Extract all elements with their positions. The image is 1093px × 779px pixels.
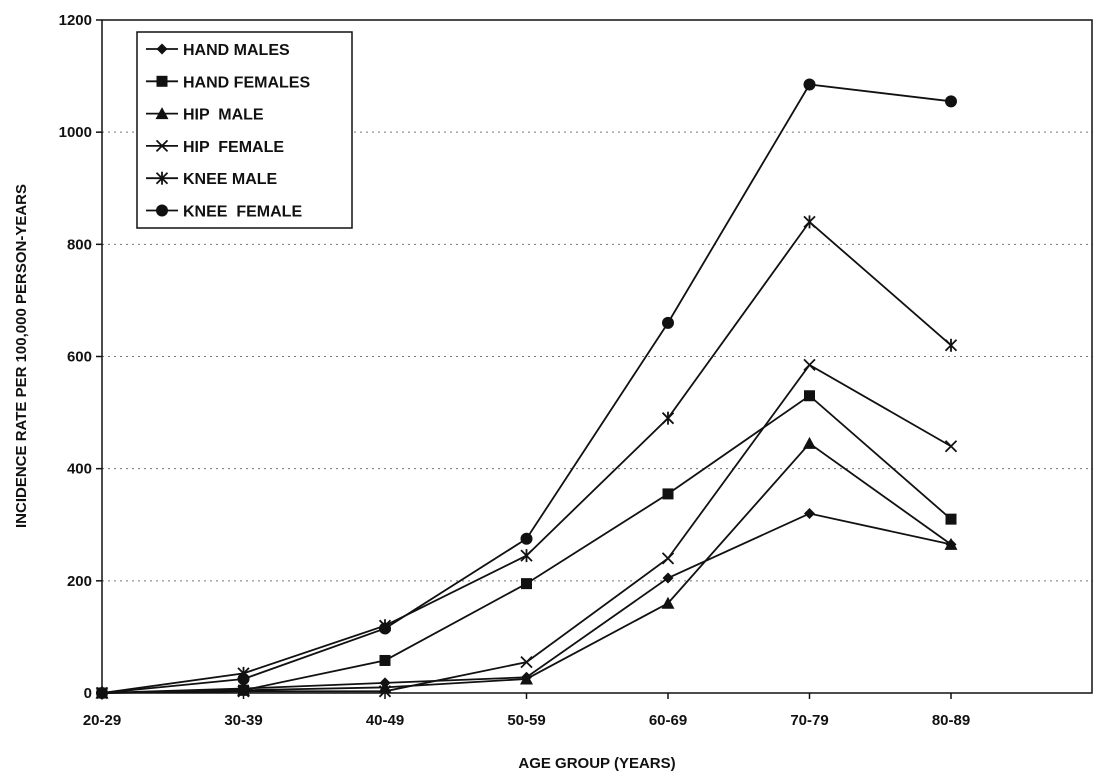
data-point bbox=[803, 436, 816, 449]
x-tick-label: 50-59 bbox=[507, 712, 545, 729]
legend-box bbox=[136, 31, 353, 229]
legend-marker bbox=[156, 43, 168, 55]
axes: 0 200 400 600 800 1000 1200 20-29 30-39 40-49 50-5… bbox=[59, 12, 971, 729]
data-point bbox=[945, 513, 957, 525]
data-point bbox=[944, 338, 958, 352]
legend-item: HIP FEMALE bbox=[146, 139, 284, 156]
legend-item: KNEE FEMALE bbox=[146, 204, 302, 221]
series-line bbox=[101, 220, 952, 694]
data-point bbox=[96, 687, 108, 699]
data-point bbox=[804, 508, 815, 520]
y-tick-label: 600 bbox=[67, 349, 92, 366]
data-point bbox=[379, 654, 391, 666]
legend-item: HAND FEMALES bbox=[146, 74, 310, 91]
data-point bbox=[803, 358, 816, 372]
x-tick-label: 70-79 bbox=[790, 712, 828, 729]
series-5 bbox=[96, 78, 957, 699]
series-line bbox=[101, 442, 952, 694]
legend-marker bbox=[156, 75, 168, 87]
legend-marker bbox=[156, 204, 168, 217]
data-point bbox=[662, 488, 674, 500]
data-point bbox=[237, 685, 250, 698]
legend: HAND MALES HAND FEMALES HIP MALE HIP FEMALE… bbox=[136, 31, 353, 229]
legend-label: HIP MALE bbox=[183, 107, 264, 124]
data-point bbox=[661, 552, 675, 565]
x-axis-title: AGE GROUP (YEARS) bbox=[518, 755, 675, 772]
y-tick-label: 1200 bbox=[59, 12, 92, 29]
legend-item: KNEE MALE bbox=[146, 171, 278, 188]
series-line bbox=[101, 363, 952, 694]
y-axis-title: INCIDENCE RATE PER 100,000 PERSON-YEARS bbox=[13, 184, 30, 528]
legend-label: KNEE FEMALE bbox=[183, 204, 302, 221]
data-point bbox=[662, 316, 674, 329]
data-point bbox=[945, 95, 957, 108]
x-marker-stroke bbox=[237, 685, 250, 698]
data-point bbox=[944, 537, 958, 550]
y-tick-label: 400 bbox=[67, 461, 92, 478]
legend-label: HIP FEMALE bbox=[183, 139, 284, 156]
data-point bbox=[944, 440, 958, 453]
legend-label: HAND FEMALES bbox=[183, 74, 310, 91]
legend-item: HAND MALES bbox=[146, 42, 290, 59]
data-point bbox=[520, 656, 533, 669]
legend-label: HAND MALES bbox=[183, 42, 290, 59]
x-tick-label: 40-49 bbox=[366, 712, 404, 729]
x-marker-stroke bbox=[520, 656, 533, 669]
legend-marker bbox=[155, 139, 169, 153]
data-point bbox=[237, 683, 250, 696]
data-point bbox=[661, 596, 675, 609]
x-tick-label: 80-89 bbox=[932, 712, 970, 729]
data-point bbox=[803, 215, 816, 229]
data-point bbox=[520, 672, 533, 685]
series-lines bbox=[95, 78, 958, 700]
series-2 bbox=[95, 436, 958, 699]
x-marker-stroke bbox=[378, 685, 392, 698]
x-marker-stroke bbox=[155, 139, 169, 153]
x-tick-label: 60-69 bbox=[649, 712, 687, 729]
legend-marker bbox=[155, 171, 169, 185]
data-point bbox=[378, 685, 392, 698]
legend-item: HIP MALE bbox=[146, 107, 264, 124]
data-point bbox=[804, 390, 815, 402]
series-4 bbox=[95, 215, 958, 700]
data-point bbox=[379, 622, 391, 635]
y-tick-label: 200 bbox=[67, 573, 92, 590]
y-tick-label: 0 bbox=[84, 685, 92, 702]
data-point bbox=[662, 572, 674, 584]
data-point bbox=[803, 78, 816, 91]
data-point bbox=[520, 532, 533, 545]
x-marker-stroke bbox=[803, 358, 816, 372]
y-tick-label: 800 bbox=[67, 236, 92, 253]
x-marker-stroke bbox=[661, 552, 675, 565]
x-marker-stroke bbox=[944, 440, 958, 453]
legend-label: KNEE MALE bbox=[183, 171, 278, 188]
x-tick-label: 20-29 bbox=[83, 712, 121, 729]
y-tick-label: 1000 bbox=[59, 124, 92, 141]
data-point bbox=[237, 672, 250, 685]
legend-marker bbox=[155, 107, 169, 120]
x-tick-label: 30-39 bbox=[224, 712, 262, 729]
data-point bbox=[521, 578, 532, 590]
data-point bbox=[661, 411, 675, 425]
data-point bbox=[520, 549, 533, 563]
